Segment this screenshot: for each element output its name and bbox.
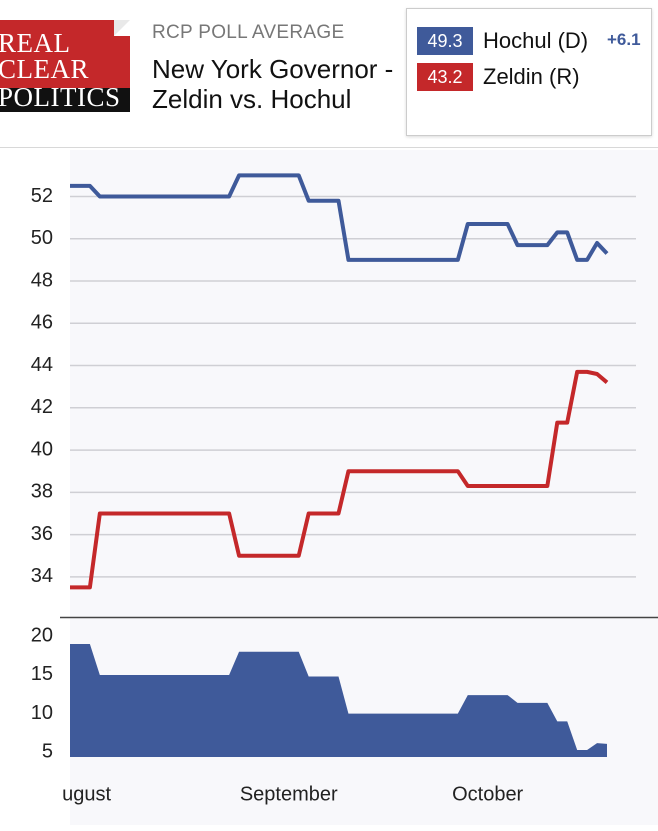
- y-tick-label: 34: [31, 565, 53, 587]
- y-tick-label: 44: [31, 354, 53, 376]
- line-series: [70, 173, 609, 262]
- y-tick-label: 20: [31, 625, 53, 647]
- legend-entry: 43.2 Zeldin (R): [417, 63, 649, 91]
- legend-value: 43.2: [417, 63, 473, 91]
- legend-label: Zeldin (R): [483, 64, 580, 89]
- y-tick-label: 10: [31, 702, 53, 724]
- logo-text: POLITICS: [0, 82, 121, 112]
- line-series: [70, 369, 609, 590]
- kicker: RCP POLL AVERAGE: [152, 22, 345, 43]
- y-tick-label: 5: [42, 741, 53, 763]
- legend: 49.3 Hochul (D) +6.1 43.2 Zeldin (R): [406, 8, 652, 136]
- logo: REAL CLEAR POLITICS: [0, 20, 130, 112]
- y-tick-label: 52: [31, 185, 53, 207]
- x-tick-label: September: [240, 783, 338, 805]
- x-tick-label: October: [452, 783, 523, 805]
- y-tick-label: 40: [31, 438, 53, 460]
- y-tick-label: 38: [31, 481, 53, 503]
- chart-title: New York Governor - Zeldin vs. Hochul: [152, 54, 394, 114]
- lead-label: +6.1: [607, 30, 641, 49]
- separator: [0, 147, 658, 148]
- legend-label: Hochul (D): [483, 28, 589, 53]
- legend-value: 49.3: [417, 27, 473, 55]
- y-tick-label: 50: [31, 227, 53, 249]
- logo-text: REAL: [0, 28, 71, 58]
- y-tick-label: 15: [31, 663, 53, 685]
- area-series: [70, 643, 607, 757]
- y-tick-label: 36: [31, 523, 53, 545]
- y-tick-label: 48: [31, 269, 53, 291]
- logo-text: CLEAR: [0, 54, 90, 84]
- y-tick-label: 46: [31, 312, 53, 334]
- y-tick-label: 42: [31, 396, 53, 418]
- legend-entry: 49.3 Hochul (D) +6.1: [417, 27, 649, 55]
- x-tick-label: August: [49, 783, 112, 805]
